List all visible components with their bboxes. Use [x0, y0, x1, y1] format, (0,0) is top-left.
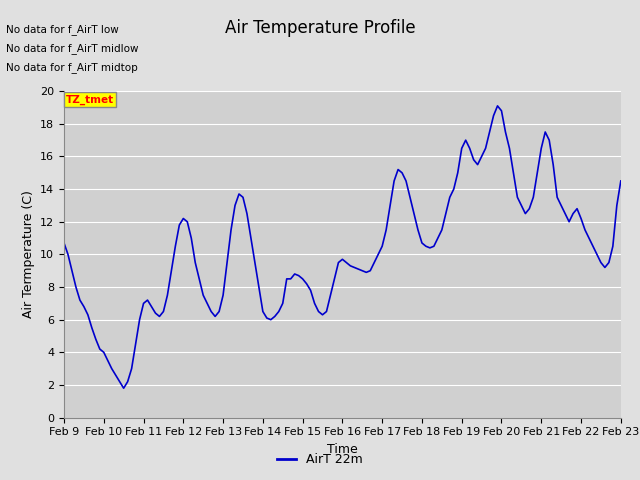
Legend: AirT 22m: AirT 22m — [272, 448, 368, 471]
Text: No data for f_AirT midlow: No data for f_AirT midlow — [6, 43, 139, 54]
X-axis label: Time: Time — [327, 443, 358, 456]
Text: No data for f_AirT low: No data for f_AirT low — [6, 24, 119, 35]
Text: No data for f_AirT midtop: No data for f_AirT midtop — [6, 62, 138, 73]
Text: Air Temperature Profile: Air Temperature Profile — [225, 19, 415, 37]
Y-axis label: Air Termperature (C): Air Termperature (C) — [22, 191, 35, 318]
Text: TZ_tmet: TZ_tmet — [66, 95, 114, 105]
